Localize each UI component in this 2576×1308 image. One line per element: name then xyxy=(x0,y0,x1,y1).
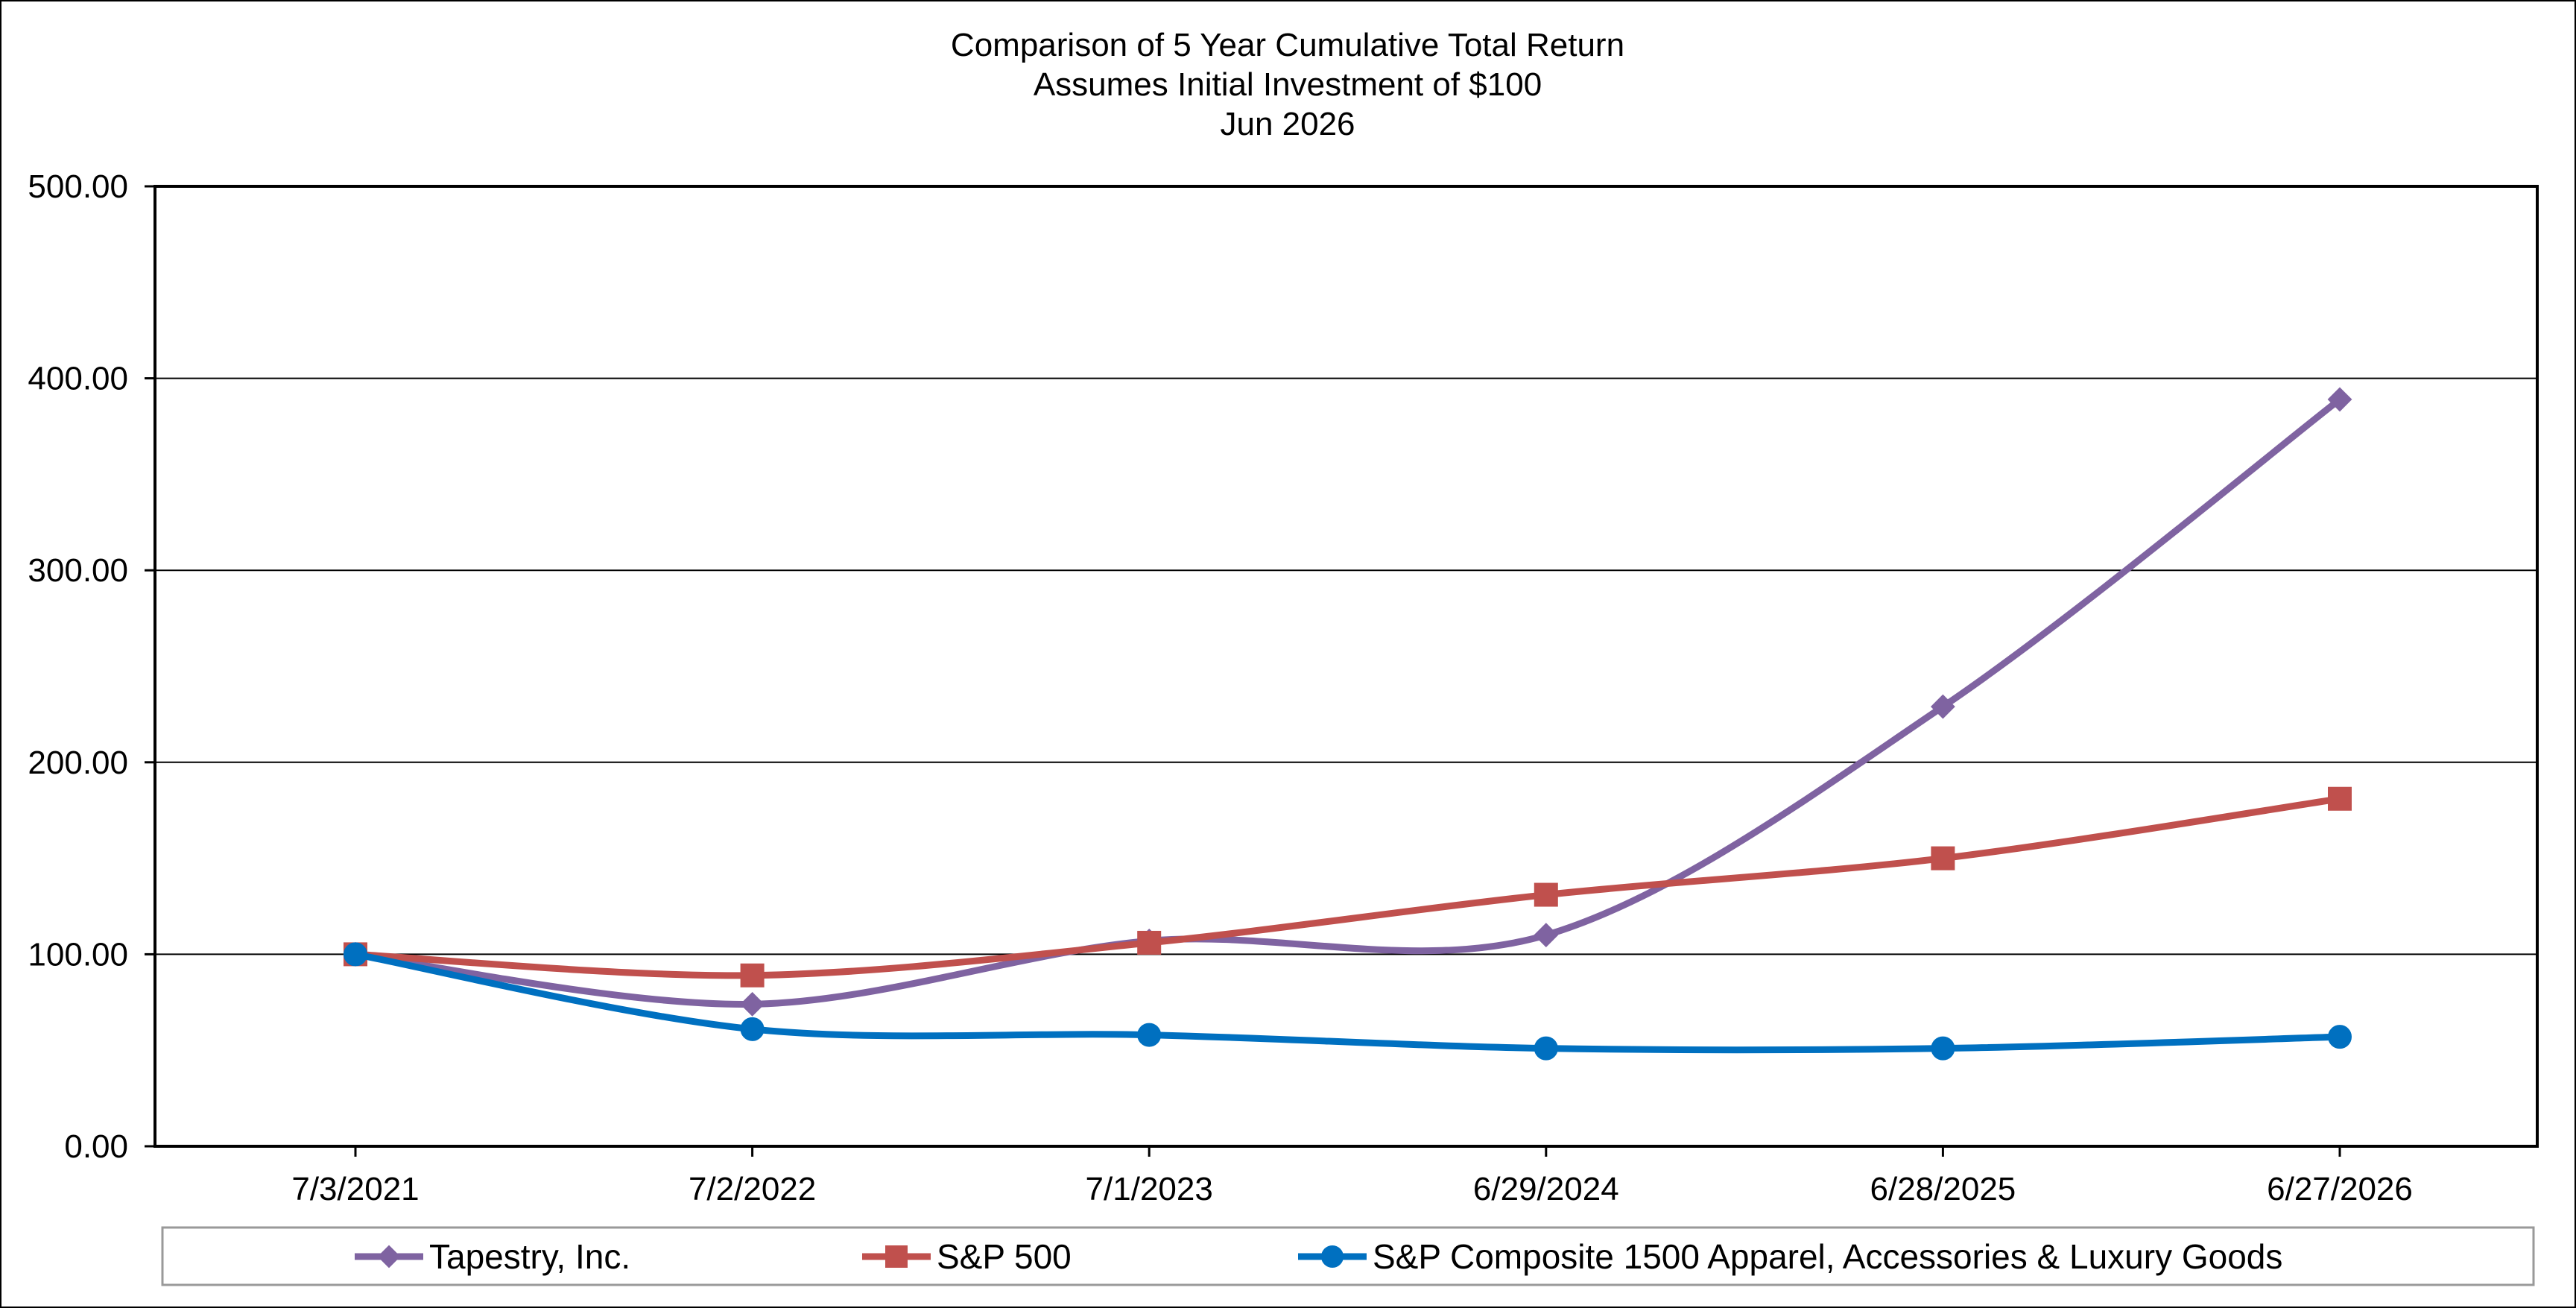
y-tick-label: 300.00 xyxy=(28,552,128,589)
y-tick-label: 400.00 xyxy=(28,361,128,397)
x-tick-label: 6/29/2024 xyxy=(1473,1171,1619,1207)
data-point xyxy=(1534,882,1558,907)
legend-swatch-marker xyxy=(885,1245,908,1268)
x-tick-label: 6/27/2026 xyxy=(2267,1171,2413,1207)
x-axis: 7/3/2021 7/2/2022 7/1/2023 6/29/2024 6/28/20… xyxy=(291,1146,2413,1207)
data-point xyxy=(1137,930,1162,955)
legend-item: S&P 500 xyxy=(862,1237,1072,1276)
data-point xyxy=(1931,846,1955,871)
data-point xyxy=(1930,694,1955,719)
gridlines xyxy=(155,377,2537,955)
data-point xyxy=(1534,1036,1558,1061)
data-point xyxy=(2328,786,2352,811)
legend-label: Tapestry, Inc. xyxy=(429,1237,630,1276)
legend-label: S&P Composite 1500 Apparel, Accessories … xyxy=(1373,1237,2282,1276)
y-tick-label: 0.00 xyxy=(64,1128,128,1165)
plot-area xyxy=(154,185,2539,1148)
data-point xyxy=(2327,387,2352,412)
series-1 xyxy=(344,786,2352,988)
x-tick-label: 6/28/2025 xyxy=(1870,1171,2016,1207)
series-layer xyxy=(343,387,2352,1061)
chart-title-line-1: Comparison of 5 Year Cumulative Total Re… xyxy=(951,27,1624,63)
y-axis: 0.00 100.00 200.00 300.00 400.00 500.00 xyxy=(28,168,155,1165)
data-point xyxy=(344,942,367,967)
x-tick-label: 7/1/2023 xyxy=(1086,1171,1213,1207)
chart-title-line-2: Assumes Initial Investment of $100 xyxy=(1034,66,1542,103)
data-point xyxy=(740,1017,765,1041)
legend-item: Tapestry, Inc. xyxy=(355,1237,630,1276)
legend-item: S&P Composite 1500 Apparel, Accessories … xyxy=(1298,1237,2282,1276)
y-tick-label: 500.00 xyxy=(28,168,128,205)
data-point xyxy=(740,963,765,988)
series-line xyxy=(352,795,2344,979)
x-tick-label: 7/2/2022 xyxy=(689,1171,816,1207)
x-tick-label: 7/3/2021 xyxy=(291,1171,419,1207)
data-point xyxy=(2328,1025,2352,1049)
chart-title-group: Comparison of 5 Year Cumulative Total Re… xyxy=(951,27,1624,142)
chart-title-line-3: Jun 2026 xyxy=(1220,106,1355,142)
series-line xyxy=(352,396,2344,1008)
legend-swatch-marker xyxy=(377,1245,401,1268)
legend: Tapestry, Inc. S&P 500 S&P Composite 1500 … xyxy=(161,1226,2535,1286)
data-point xyxy=(1534,923,1559,948)
data-point xyxy=(1931,1036,1955,1061)
y-tick-label: 100.00 xyxy=(28,936,128,973)
data-point xyxy=(1137,1023,1162,1047)
data-point xyxy=(740,991,765,1017)
y-tick-label: 200.00 xyxy=(28,745,128,781)
legend-swatch-marker xyxy=(1321,1245,1344,1268)
series-line xyxy=(352,950,2344,1054)
series-2 xyxy=(344,942,2352,1061)
legend-label: S&P 500 xyxy=(937,1237,1072,1276)
